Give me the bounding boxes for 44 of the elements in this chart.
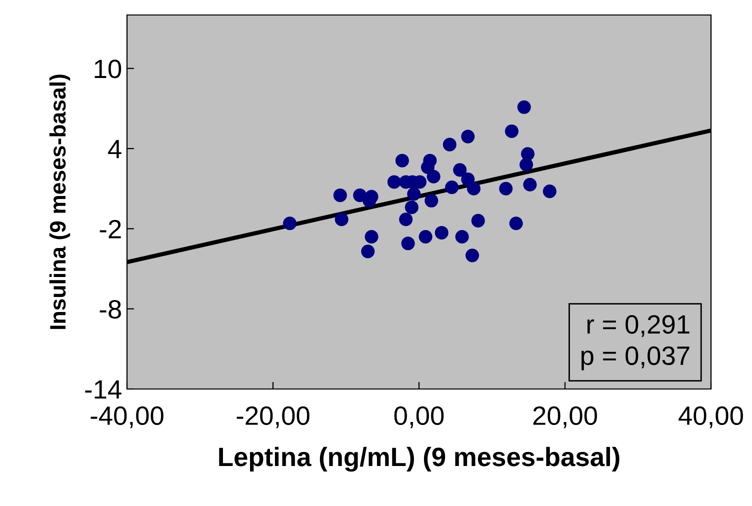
- point: [466, 182, 481, 196]
- point: [387, 175, 401, 189]
- y-tick-label: 10: [94, 60, 122, 78]
- point: [445, 180, 459, 194]
- point: [404, 200, 418, 214]
- point: [333, 188, 347, 202]
- x-tick-label: -40,00: [90, 406, 164, 428]
- point: [461, 172, 475, 186]
- point: [334, 212, 348, 226]
- point: [424, 194, 438, 208]
- point: [466, 248, 480, 262]
- point: [395, 154, 409, 168]
- x-tick-label: 40,00: [678, 406, 743, 428]
- point: [361, 244, 375, 258]
- x-tick-label: 20,00: [533, 406, 597, 428]
- point: [418, 230, 432, 244]
- y-tick-label: -2: [100, 220, 121, 238]
- point: [520, 158, 534, 172]
- point: [426, 170, 440, 184]
- point: [434, 226, 448, 240]
- point: [461, 130, 475, 144]
- point: [455, 230, 469, 244]
- point: [517, 100, 531, 114]
- point: [471, 214, 485, 228]
- x-tick-label: 0,00: [394, 406, 444, 428]
- y-tick-label: 4: [108, 140, 122, 158]
- point: [399, 212, 413, 226]
- point: [407, 187, 421, 201]
- point: [504, 124, 518, 138]
- x-tick-label: -20,00: [236, 406, 310, 428]
- y-tick-label: -8: [100, 300, 121, 319]
- x-axis-title: Leptina (ng/mL) (9 meses-basal): [219, 446, 620, 472]
- point: [283, 216, 297, 230]
- y-tick-label: -14: [85, 380, 122, 399]
- point: [509, 216, 523, 230]
- point: [499, 182, 513, 196]
- point: [542, 184, 556, 198]
- point: [453, 163, 467, 177]
- point: [364, 230, 378, 244]
- point: [442, 138, 456, 152]
- annotation: r = 0,291 p = 0,037: [581, 315, 690, 370]
- point: [401, 236, 415, 250]
- point: [523, 178, 537, 192]
- y-axis-title: Insulina (9 meses-basal): [49, 74, 70, 329]
